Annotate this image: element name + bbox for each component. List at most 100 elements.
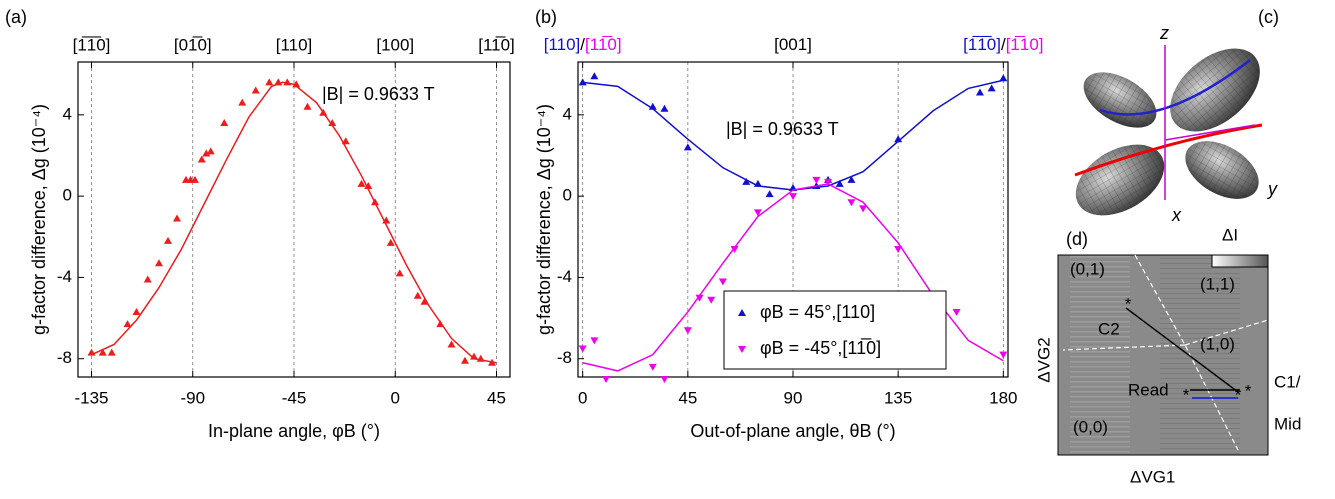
legend-label: φB = -45°,[11̅0] xyxy=(760,338,881,358)
x-tick-label: 135 xyxy=(884,388,912,407)
data-point xyxy=(660,376,669,384)
axis-label: z xyxy=(1159,23,1169,43)
star: * xyxy=(1125,294,1132,313)
data-point xyxy=(859,205,868,213)
data-point xyxy=(303,102,312,110)
data-point xyxy=(812,176,821,184)
y-tick-label: -4 xyxy=(557,267,572,286)
x-tick-label: 45 xyxy=(678,388,697,407)
panel-label: (b) xyxy=(535,7,557,27)
y-tick-label: 0 xyxy=(563,186,572,205)
data-point xyxy=(132,307,141,315)
star: * xyxy=(1245,381,1252,400)
c2-label: C2 xyxy=(1098,319,1120,338)
panel-label: (c) xyxy=(1258,7,1279,27)
data-point xyxy=(206,147,215,155)
panel-label: (a) xyxy=(5,7,27,27)
axis-label: x xyxy=(1171,205,1182,225)
data-point xyxy=(695,294,704,302)
top-tick-label-part: / xyxy=(580,35,585,54)
legend-marker xyxy=(738,309,746,316)
data-point xyxy=(765,190,774,198)
data-point xyxy=(364,181,373,189)
state-label: (1,0) xyxy=(1200,334,1235,353)
data-point xyxy=(999,74,1008,82)
state-label: (0,0) xyxy=(1073,417,1108,436)
data-point xyxy=(824,178,833,186)
data-point xyxy=(328,118,337,126)
top-tick-label: [110]/[11̅0] xyxy=(544,35,622,54)
data-point xyxy=(292,80,301,88)
top-tick-label: [1̅1̅0] xyxy=(73,35,111,54)
data-point xyxy=(753,209,762,217)
state-label: (0,1) xyxy=(1070,259,1105,278)
y-tick-label: -8 xyxy=(57,348,72,367)
data-point xyxy=(265,78,274,86)
y-axis-label: ΔVG2 xyxy=(1034,337,1053,382)
data-point xyxy=(660,104,669,112)
data-point xyxy=(578,345,587,353)
colorbar xyxy=(1211,254,1269,268)
top-tick-label: [01̅0] xyxy=(174,35,212,54)
data-point xyxy=(251,86,260,94)
data-point xyxy=(847,199,856,207)
x-tick-label: 0 xyxy=(391,388,400,407)
data-point xyxy=(155,259,163,267)
y-tick-label: -4 xyxy=(57,267,72,286)
data-point xyxy=(220,118,229,126)
x-tick-label: -45 xyxy=(282,388,307,407)
lobe-mesh xyxy=(1083,72,1157,128)
data-point xyxy=(648,363,657,371)
state-label: (1,1) xyxy=(1200,274,1235,293)
colorbar-label: ΔI xyxy=(1222,225,1238,244)
data-point xyxy=(975,88,984,96)
data-point xyxy=(590,72,599,80)
fit-line xyxy=(91,81,497,364)
y-axis-label: g-factor difference, Δg (10⁻⁴) xyxy=(534,104,554,335)
star: * xyxy=(1183,385,1190,404)
data-point xyxy=(386,238,395,246)
data-point xyxy=(107,348,116,356)
panel-c: (c) z y x xyxy=(1074,7,1279,225)
x-tick-label: 0 xyxy=(578,388,587,407)
data-point xyxy=(461,356,469,364)
data-point xyxy=(742,177,751,185)
data-point xyxy=(202,149,211,157)
data-point xyxy=(173,214,181,222)
panel-label: (d) xyxy=(1066,229,1088,249)
top-tick-label: [001] xyxy=(774,35,812,54)
data-point xyxy=(707,296,716,304)
data-point xyxy=(164,236,172,244)
x-tick-label: 180 xyxy=(989,388,1017,407)
legend-label: φB = 45°,[110] xyxy=(760,302,875,322)
top-tick-label-part: [110] xyxy=(544,35,581,54)
lobe-mesh xyxy=(1185,141,1259,199)
c1-label: C1/ xyxy=(1274,372,1301,391)
annotation: |B| = 0.9633 T xyxy=(322,84,435,104)
data-point xyxy=(602,376,611,384)
read-label: Read xyxy=(1128,380,1169,399)
top-tick-label: [100] xyxy=(376,35,414,54)
data-point xyxy=(238,98,247,106)
panel-d: (d) ΔI * * * * (0,1) (1,1) (1,0) (0,0) C… xyxy=(1034,225,1301,486)
y-tick-label: 4 xyxy=(63,104,72,123)
data-point xyxy=(683,143,692,151)
top-tick-label-part: [11̅0] xyxy=(585,35,622,54)
data-point xyxy=(143,275,152,283)
x-tick-label: -135 xyxy=(74,388,108,407)
data-point xyxy=(999,351,1008,359)
data-point xyxy=(191,175,199,183)
x-tick-label: 45 xyxy=(487,388,506,407)
data-point xyxy=(789,193,797,201)
transition-lines xyxy=(1062,254,1269,451)
star: * xyxy=(1235,385,1242,404)
top-tick-label: [11̅0] xyxy=(478,35,515,54)
data-point xyxy=(123,320,132,328)
data-point xyxy=(730,245,739,253)
top-tick-label-part: [1̅10] xyxy=(1006,35,1044,54)
legend-box xyxy=(723,290,947,370)
equator xyxy=(1074,123,1263,177)
meridian xyxy=(1099,59,1251,116)
data-point xyxy=(847,175,856,183)
